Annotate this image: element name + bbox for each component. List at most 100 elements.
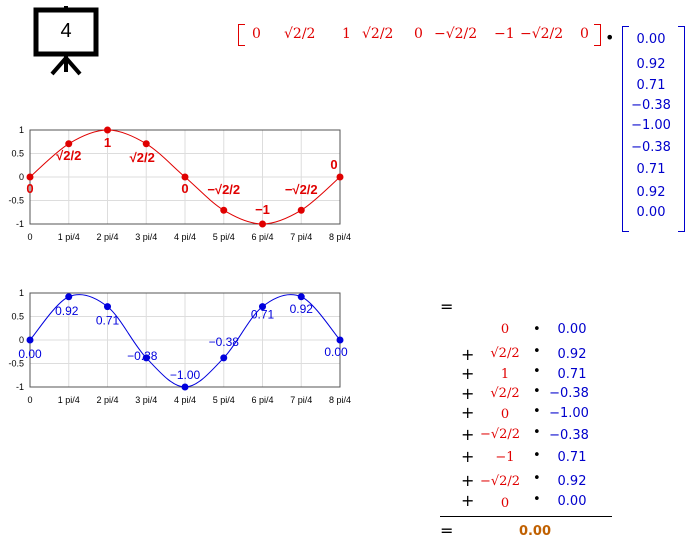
sum-right-entry: 0.92 — [557, 474, 587, 489]
sum-left-entry: 0 — [500, 496, 510, 511]
row-vector-right-bracket — [594, 24, 601, 46]
data-label: −√2/2 — [207, 182, 240, 197]
data-point — [104, 126, 111, 134]
data-point — [259, 303, 266, 311]
column-vector-right-bracket — [678, 26, 685, 232]
row-vector-entry: 0 — [252, 26, 261, 42]
data-label: 0.71 — [96, 314, 120, 328]
weighted-samples-chart: 10.50-0.5-10 1 pi/4 2 pi/4 3 pi/4 4 pi/4 5 pi… — [8, 288, 351, 405]
x-tick-label: 8 pi/4 — [329, 395, 351, 405]
row-vector-entry: −√2/2 — [434, 26, 478, 42]
plus-sign: + — [461, 384, 475, 403]
data-point — [65, 140, 73, 148]
sum-left-entry: −1 — [495, 450, 515, 465]
row-vector-entry: √2/2 — [284, 26, 316, 42]
multiply-dot: • — [533, 448, 541, 463]
sum-left-entry: √2/2 — [490, 346, 520, 361]
data-label: 0.92 — [290, 302, 314, 316]
dot-product-operator: • — [605, 28, 615, 47]
x-tick-label: 3 pi/4 — [135, 395, 157, 405]
data-point — [181, 383, 189, 391]
x-tick-label: 0 — [27, 232, 32, 242]
row-vector-entry: 0 — [580, 26, 589, 42]
row-vector-entry: 1 — [342, 26, 351, 42]
data-label: 0.00 — [324, 345, 348, 359]
sum-right-entry: 0.71 — [557, 367, 587, 382]
plus-sign: + — [461, 471, 475, 490]
multiply-dot: • — [533, 425, 541, 440]
sum-right-entry: −1.00 — [549, 406, 589, 421]
equals-sign-top: = — [440, 297, 454, 316]
data-label: 0.92 — [55, 304, 79, 318]
x-tick-label: 5 pi/4 — [213, 395, 235, 405]
summation-table: 0 • 0.00 + √2/2 • 0.92 + 1 • 0.71 + √2/2… — [455, 318, 605, 518]
x-tick-label: 8 pi/4 — [329, 232, 351, 242]
sum-right-entry: 0.71 — [557, 450, 587, 465]
data-point — [104, 303, 111, 311]
y-tick-label: 0 — [19, 335, 24, 345]
multiply-dot: • — [533, 364, 541, 379]
data-point — [181, 173, 189, 181]
sum-right-entry: 0.92 — [557, 347, 587, 362]
row-vector: 0 √2/2 1 √2/2 0 −√2/2 −1 −√2/2 0 — [244, 24, 594, 46]
y-tick-label: -0.5 — [8, 359, 24, 369]
multiply-dot: • — [533, 384, 541, 399]
y-tick-label: -1 — [16, 219, 24, 229]
plus-sign: + — [461, 345, 475, 364]
sine-samples-chart: 10.50-0.5-10 1 pi/4 2 pi/4 3 pi/4 4 pi/4 5 pi… — [8, 125, 351, 242]
sum-left-entry: −√2/2 — [479, 427, 521, 442]
plus-sign: + — [461, 491, 475, 510]
multiply-dot: • — [533, 492, 541, 507]
plus-sign: + — [461, 425, 475, 444]
data-point — [259, 220, 266, 228]
row-vector-entry: √2/2 — [362, 26, 394, 42]
y-tick-label: -0.5 — [8, 196, 24, 206]
column-vector-entry: 0.71 — [636, 162, 666, 177]
sum-divider-line — [440, 516, 612, 517]
data-label: 1 — [104, 135, 111, 150]
x-tick-label: 0 — [27, 395, 32, 405]
data-point — [26, 336, 34, 344]
multiply-dot: • — [533, 344, 541, 359]
row-vector-entry: −√2/2 — [520, 26, 564, 42]
data-label: −√2/2 — [285, 182, 318, 197]
y-tick-label: 1 — [19, 288, 24, 298]
x-tick-label: 1 pi/4 — [58, 232, 80, 242]
x-tick-label: 2 pi/4 — [96, 232, 118, 242]
slide-number: 4 — [60, 20, 72, 42]
x-tick-label: 3 pi/4 — [135, 232, 157, 242]
dot-product-result: 0.00 — [518, 524, 552, 539]
sum-right-entry: −0.38 — [549, 386, 589, 401]
column-vector-entry: −0.38 — [631, 140, 671, 155]
plus-sign: + — [461, 364, 475, 383]
column-vector-left-bracket — [622, 26, 629, 232]
equals-sign-bottom: = — [440, 521, 454, 540]
row-vector-entry: −1 — [494, 26, 515, 42]
data-point — [336, 336, 344, 344]
data-point — [336, 173, 344, 181]
data-point — [65, 293, 73, 301]
data-label: −1.00 — [170, 368, 201, 382]
data-label: 0.00 — [18, 347, 42, 361]
data-point — [26, 173, 34, 181]
data-point — [142, 140, 150, 148]
x-tick-label: 6 pi/4 — [251, 232, 273, 242]
presentation-board-icon: 4 — [30, 6, 110, 76]
sum-left-entry: 0 — [500, 407, 510, 422]
sum-left-entry: √2/2 — [490, 386, 520, 401]
data-label: 0.71 — [251, 308, 275, 322]
data-label: 0 — [330, 157, 337, 172]
column-vector-entry: −1.00 — [631, 118, 671, 133]
data-label: −0.38 — [209, 335, 240, 349]
sum-right-entry: 0.00 — [557, 494, 587, 509]
sum-left-entry: 1 — [500, 367, 510, 382]
data-label: 0 — [26, 181, 33, 196]
x-tick-label: 6 pi/4 — [251, 395, 273, 405]
sum-left-entry: 0 — [500, 322, 510, 337]
y-tick-label: 0.5 — [11, 312, 24, 322]
x-tick-label: 4 pi/4 — [174, 395, 196, 405]
column-vector-entry: 0.00 — [636, 32, 666, 47]
y-tick-label: 0.5 — [11, 149, 24, 159]
x-tick-label: 2 pi/4 — [96, 395, 118, 405]
y-tick-label: 1 — [19, 125, 24, 135]
